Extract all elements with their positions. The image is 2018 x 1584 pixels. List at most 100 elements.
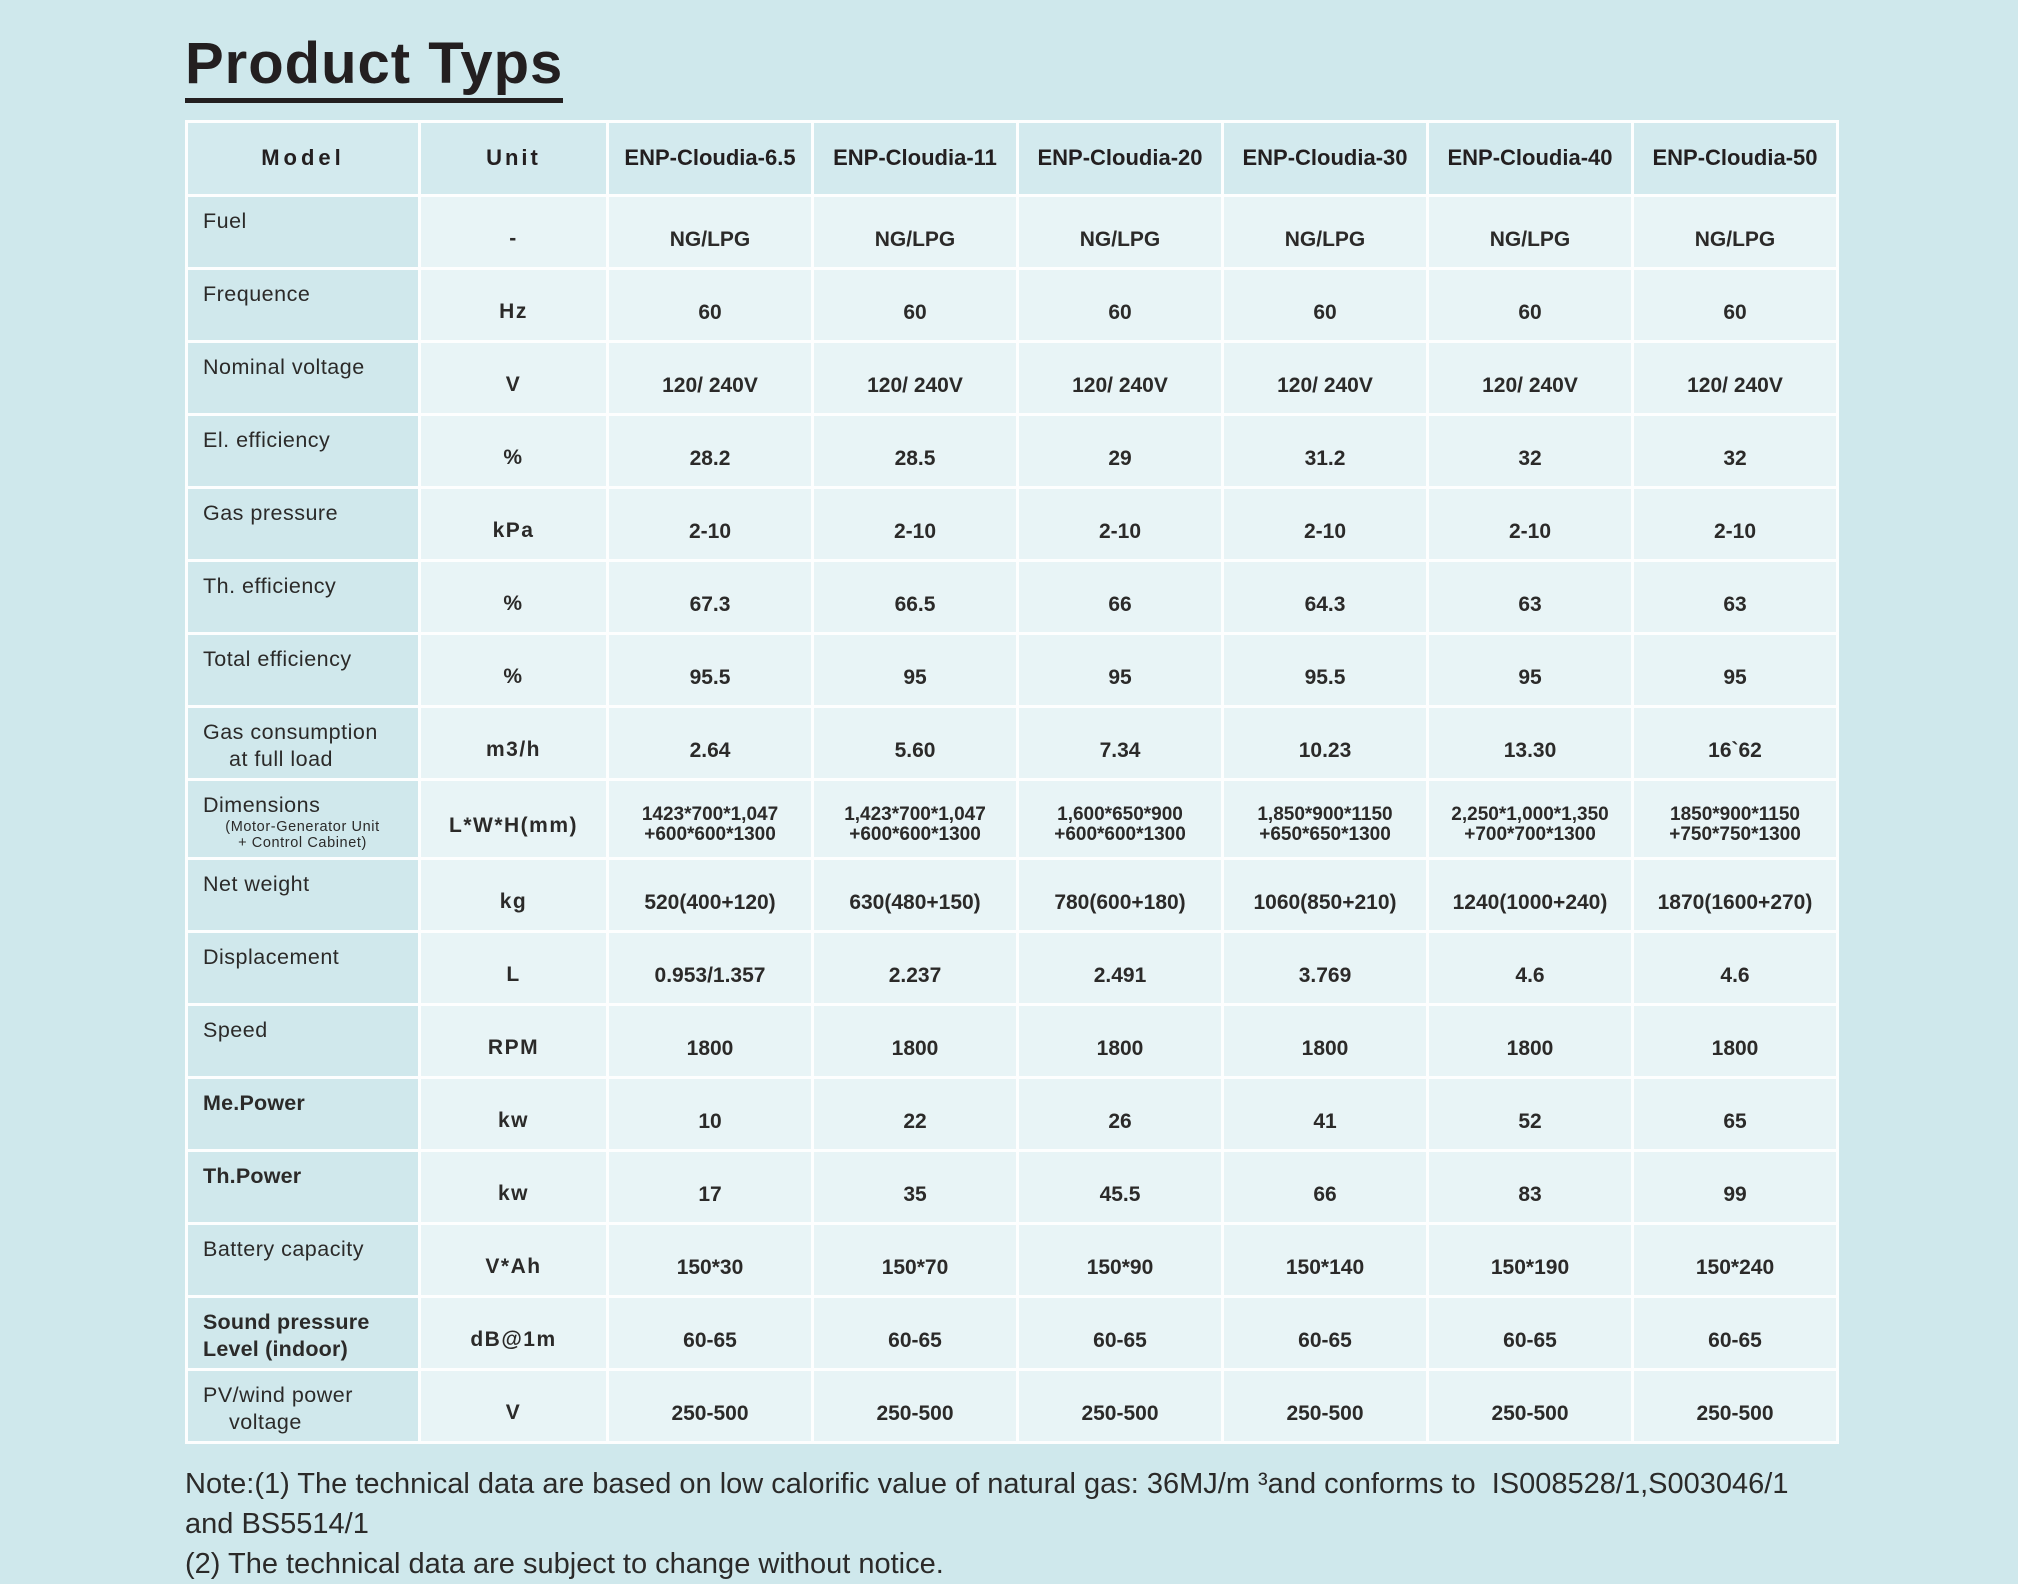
table-row: Me.Power kw 10 22 26 41 52 65 <box>188 1078 1836 1149</box>
value: 95 <box>1518 665 1542 689</box>
value-cell: 26 <box>1019 1078 1221 1149</box>
value-cell: 52 <box>1429 1078 1631 1149</box>
value-cell: 250-500 <box>1019 1370 1221 1441</box>
value: 1800 <box>1301 1036 1349 1060</box>
unit-cell: m3/h <box>421 707 606 778</box>
table-row: Nominal voltage V 120/ 240V 120/ 240V 120/ 2… <box>188 342 1836 413</box>
row-label-cell: Nominal voltage <box>188 342 418 413</box>
value: 4.6 <box>1515 963 1545 987</box>
value: 60 <box>903 300 927 324</box>
table-row: Fuel - NG/LPG NG/LPG NG/LPG NG/LPG NG/LPG NG/LP… <box>188 196 1836 267</box>
value-cell: 2,250*1,000*1,350 +700*700*1300 <box>1429 780 1631 857</box>
table-row: PV/wind power voltage V 250-500 250-500 250-5… <box>188 1370 1836 1441</box>
row-label: Battery capacity <box>203 1236 364 1261</box>
value-cell: 150*30 <box>609 1224 811 1295</box>
value-cell: 28.2 <box>609 415 811 486</box>
value: 32 <box>1518 446 1542 470</box>
value-cell: 1,600*650*900 +600*600*1300 <box>1019 780 1221 857</box>
unit-cell: kg <box>421 859 606 930</box>
value: 250-500 <box>1491 1401 1569 1425</box>
value: 95 <box>1723 665 1747 689</box>
value: 4.6 <box>1720 963 1750 987</box>
value: 28.5 <box>894 446 936 470</box>
table-row: Speed RPM 1800 1800 1800 1800 1800 1800 <box>188 1005 1836 1076</box>
row-label-cell: Sound pressure Level (indoor) <box>188 1297 418 1368</box>
value: 60 <box>698 300 722 324</box>
value: 67.3 <box>689 592 731 616</box>
value: 95.5 <box>689 665 731 689</box>
value: 60-65 <box>888 1328 942 1352</box>
unit-cell: L*W*H(mm) <box>421 780 606 857</box>
unit-cell: dB@1m <box>421 1297 606 1368</box>
value: 120/ 240V <box>867 373 963 397</box>
value: NG/LPG <box>1079 227 1161 251</box>
value: 1,423*700*1,047 <box>844 804 986 826</box>
value: 1060(850+210) <box>1253 890 1397 914</box>
value: 2-10 <box>688 519 732 543</box>
value-cell: 10.23 <box>1224 707 1426 778</box>
value: 45.5 <box>1099 1182 1141 1206</box>
column-header-unit: Unit <box>421 122 606 194</box>
value-cell: NG/LPG <box>1429 196 1631 267</box>
value-cell: 1800 <box>609 1005 811 1076</box>
table-row: Gas consumption at full load m3/h 2.64 5.60 7… <box>188 707 1836 778</box>
value: 28.2 <box>689 446 731 470</box>
value-cell: 83 <box>1429 1151 1631 1222</box>
value-cell: 120/ 240V <box>1224 342 1426 413</box>
value-cell: 2-10 <box>609 488 811 559</box>
table-row: Th.Power kw 17 35 45.5 66 83 99 <box>188 1151 1836 1222</box>
value: NG/LPG <box>874 227 956 251</box>
value: 120/ 240V <box>1482 373 1578 397</box>
row-label: Dimensions <box>203 792 321 817</box>
value: 1850*900*1150 <box>1670 804 1800 826</box>
value: 250-500 <box>1286 1401 1364 1425</box>
value-cell: 45.5 <box>1019 1151 1221 1222</box>
value: 65 <box>1723 1109 1747 1133</box>
value-cell: 60-65 <box>1634 1297 1836 1368</box>
row-label: Speed <box>203 1017 268 1042</box>
row-label-cell: PV/wind power voltage <box>188 1370 418 1441</box>
note-line-1: Note:(1) The technical data are based on… <box>185 1467 1789 1500</box>
value-cell: 1850*900*1150 +750*750*1300 <box>1634 780 1836 857</box>
unit-cell: kw <box>421 1078 606 1149</box>
value-cell: 1800 <box>1634 1005 1836 1076</box>
value-cell: 0.953/1.357 <box>609 932 811 1003</box>
value: 60-65 <box>1503 1328 1557 1352</box>
value-cell: 2.64 <box>609 707 811 778</box>
row-label: at full load <box>229 746 334 771</box>
value-cell: 22 <box>814 1078 1016 1149</box>
value-cell: 150*240 <box>1634 1224 1836 1295</box>
value-cell: 2-10 <box>1019 488 1221 559</box>
value: 60-65 <box>683 1328 737 1352</box>
table-row: Battery capacity V*Ah 150*30 150*70 150*90 15… <box>188 1224 1836 1295</box>
value: 63 <box>1518 592 1542 616</box>
unit-cell: Hz <box>421 269 606 340</box>
table-row: Frequence Hz 60 60 60 60 60 60 <box>188 269 1836 340</box>
value-cell: 35 <box>814 1151 1016 1222</box>
value: 60 <box>1723 300 1747 324</box>
value-cell: 1423*700*1,047 +600*600*1300 <box>609 780 811 857</box>
value: +650*650*1300 <box>1259 824 1391 846</box>
table-row: Net weight kg 520(400+120) 630(480+150) 780(… <box>188 859 1836 930</box>
value-cell: 16`62 <box>1634 707 1836 778</box>
value: 150*30 <box>676 1255 744 1279</box>
value-cell: 4.6 <box>1429 932 1631 1003</box>
value-cell: 60-65 <box>814 1297 1016 1368</box>
value: 60-65 <box>1298 1328 1352 1352</box>
value: 2-10 <box>1713 519 1757 543</box>
value-cell: 32 <box>1429 415 1631 486</box>
value-cell: 630(480+150) <box>814 859 1016 930</box>
row-label: Th. efficiency <box>203 573 337 598</box>
row-label-cell: Frequence <box>188 269 418 340</box>
value: 26 <box>1108 1109 1132 1133</box>
row-label-cell: Gas consumption at full load <box>188 707 418 778</box>
value-cell: 13.30 <box>1429 707 1631 778</box>
value-cell: 10 <box>609 1078 811 1149</box>
value: NG/LPG <box>1284 227 1366 251</box>
value-cell: 1060(850+210) <box>1224 859 1426 930</box>
value-cell: 17 <box>609 1151 811 1222</box>
value: 150*140 <box>1285 1255 1365 1279</box>
value-cell: 95 <box>814 634 1016 705</box>
value: 1,600*650*900 <box>1057 804 1183 826</box>
row-label-cell: Th. efficiency <box>188 561 418 632</box>
